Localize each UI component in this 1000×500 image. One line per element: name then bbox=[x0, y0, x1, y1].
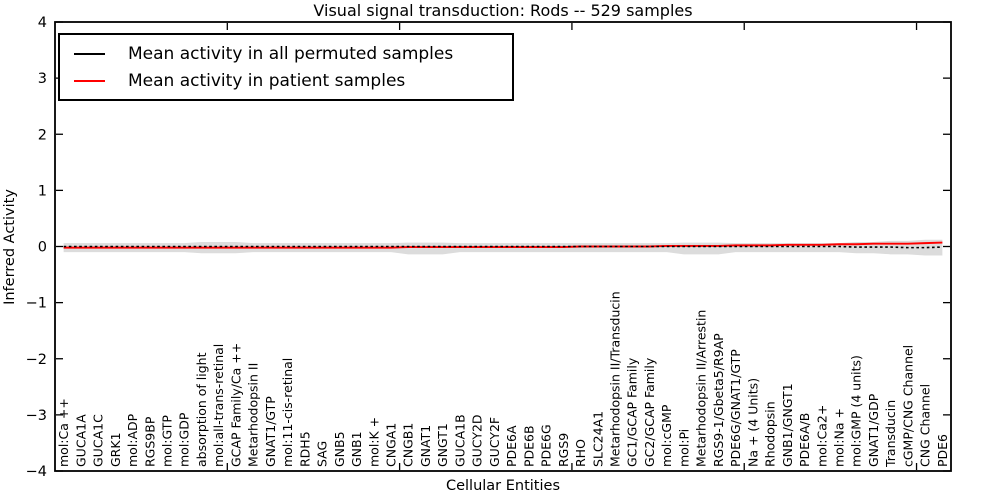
y-tick-label: −1 bbox=[26, 296, 47, 312]
y-tick-label: −4 bbox=[26, 464, 47, 480]
x-category-label: Metarhodopsin II bbox=[246, 363, 261, 467]
y-tick-label: 3 bbox=[38, 71, 47, 87]
y-tick-label: 0 bbox=[38, 240, 47, 256]
x-category-label: GNB1 bbox=[349, 431, 364, 467]
permuted-line-swatch bbox=[74, 52, 105, 55]
permuted-mean-line bbox=[63, 245, 943, 249]
legend-label-patient: Mean activity in patient samples bbox=[128, 70, 406, 91]
legend-item-patient: Mean activity in patient samples bbox=[74, 67, 512, 94]
x-category-label: RGS9 bbox=[556, 433, 571, 467]
patient-line-swatch bbox=[74, 79, 105, 82]
x-category-label: PDE6G bbox=[539, 424, 554, 467]
y-tick-label: −3 bbox=[26, 408, 47, 424]
x-category-label: GRK1 bbox=[108, 432, 123, 467]
x-category-label: PDE6A/B bbox=[797, 413, 812, 467]
x-category-label: mol:GDP bbox=[177, 412, 192, 467]
y-tick-label: 4 bbox=[38, 15, 47, 31]
y-tick-label: 2 bbox=[38, 127, 47, 143]
x-category-label: Transducin bbox=[883, 400, 898, 468]
x-category-label: mol:Ca ++ bbox=[56, 398, 71, 467]
x-category-label: CNGB1 bbox=[401, 423, 416, 467]
legend-label-permuted: Mean activity in all permuted samples bbox=[128, 43, 454, 64]
x-category-label: Metarhodopsin II/Transducin bbox=[608, 291, 623, 467]
x-category-label: CNGA1 bbox=[384, 423, 399, 467]
x-axis-title: Cellular Entities bbox=[445, 478, 561, 494]
y-tick-label: 1 bbox=[38, 183, 47, 199]
x-category-label: mol:Pi bbox=[676, 429, 691, 467]
x-category-label: GNAT1/GTP bbox=[263, 396, 278, 467]
x-category-label: PDE6 bbox=[935, 434, 950, 467]
y-tick-label: −2 bbox=[26, 352, 47, 368]
x-category-label: PDE6G/GNAT1/GTP bbox=[728, 349, 743, 467]
y-axis-title: Inferred Activity bbox=[2, 189, 18, 305]
x-category-label: RGS9-1/Gbeta5/R9AP bbox=[711, 333, 726, 467]
x-category-label: absorption of light bbox=[194, 352, 209, 467]
x-category-label: Metarhodopsin II/Arrestin bbox=[694, 310, 709, 467]
x-category-label: mol:ADP bbox=[125, 413, 140, 467]
x-category-label: GNAT1 bbox=[418, 425, 433, 467]
legend-item-permuted: Mean activity in all permuted samples bbox=[74, 40, 512, 67]
x-category-label: mol:cGMP bbox=[659, 404, 674, 467]
x-category-label: GUCY2F bbox=[487, 417, 502, 467]
x-category-label: mol:Na + bbox=[832, 408, 847, 467]
x-category-label: PDE6A bbox=[504, 425, 519, 467]
x-category-label: GUCA1C bbox=[91, 414, 106, 467]
x-category-label: GUCA1B bbox=[452, 414, 467, 467]
x-category-label: CNG Channel bbox=[918, 384, 933, 467]
x-category-label: mol:Ca2+ bbox=[814, 405, 829, 467]
x-category-label: SAG bbox=[315, 441, 330, 467]
x-category-label: RDH5 bbox=[297, 431, 312, 467]
x-category-label: GNB5 bbox=[332, 431, 347, 467]
x-category-label: mol:11-cis-retinal bbox=[280, 358, 295, 467]
x-category-label: mol:K + bbox=[366, 417, 381, 467]
x-category-label: GNB1/GNGT1 bbox=[780, 383, 795, 467]
x-category-label: GUCA1A bbox=[73, 414, 88, 467]
legend: Mean activity in all permuted samples Me… bbox=[58, 33, 514, 101]
x-category-label: GNAT1/GDP bbox=[866, 393, 881, 467]
x-category-label: mol:GMP (4 units) bbox=[849, 355, 864, 467]
chart-title: Visual signal transduction: Rods -- 529 … bbox=[313, 1, 693, 20]
x-category-label: GCAP Family/Ca ++ bbox=[228, 343, 243, 467]
x-category-label: GUCY2D bbox=[470, 414, 485, 467]
x-category-label: SLC24A1 bbox=[590, 411, 605, 467]
x-category-label: PDE6B bbox=[521, 425, 536, 467]
x-category-label: GNGT1 bbox=[435, 423, 450, 467]
x-category-label: mol:all-trans-retinal bbox=[211, 344, 226, 467]
x-category-label: GC2/GCAP Family bbox=[642, 357, 657, 467]
x-category-label: cGMP/CNG Channel bbox=[900, 345, 915, 467]
x-category-label: Na + (4 Units) bbox=[745, 378, 760, 467]
x-category-label: GC1/GCAP Family bbox=[625, 357, 640, 467]
x-category-label: mol:GTP bbox=[160, 415, 175, 467]
x-category-label: Rhodopsin bbox=[763, 401, 778, 467]
x-category-label: RGS9BP bbox=[142, 416, 157, 467]
x-category-label: RHO bbox=[573, 439, 588, 467]
